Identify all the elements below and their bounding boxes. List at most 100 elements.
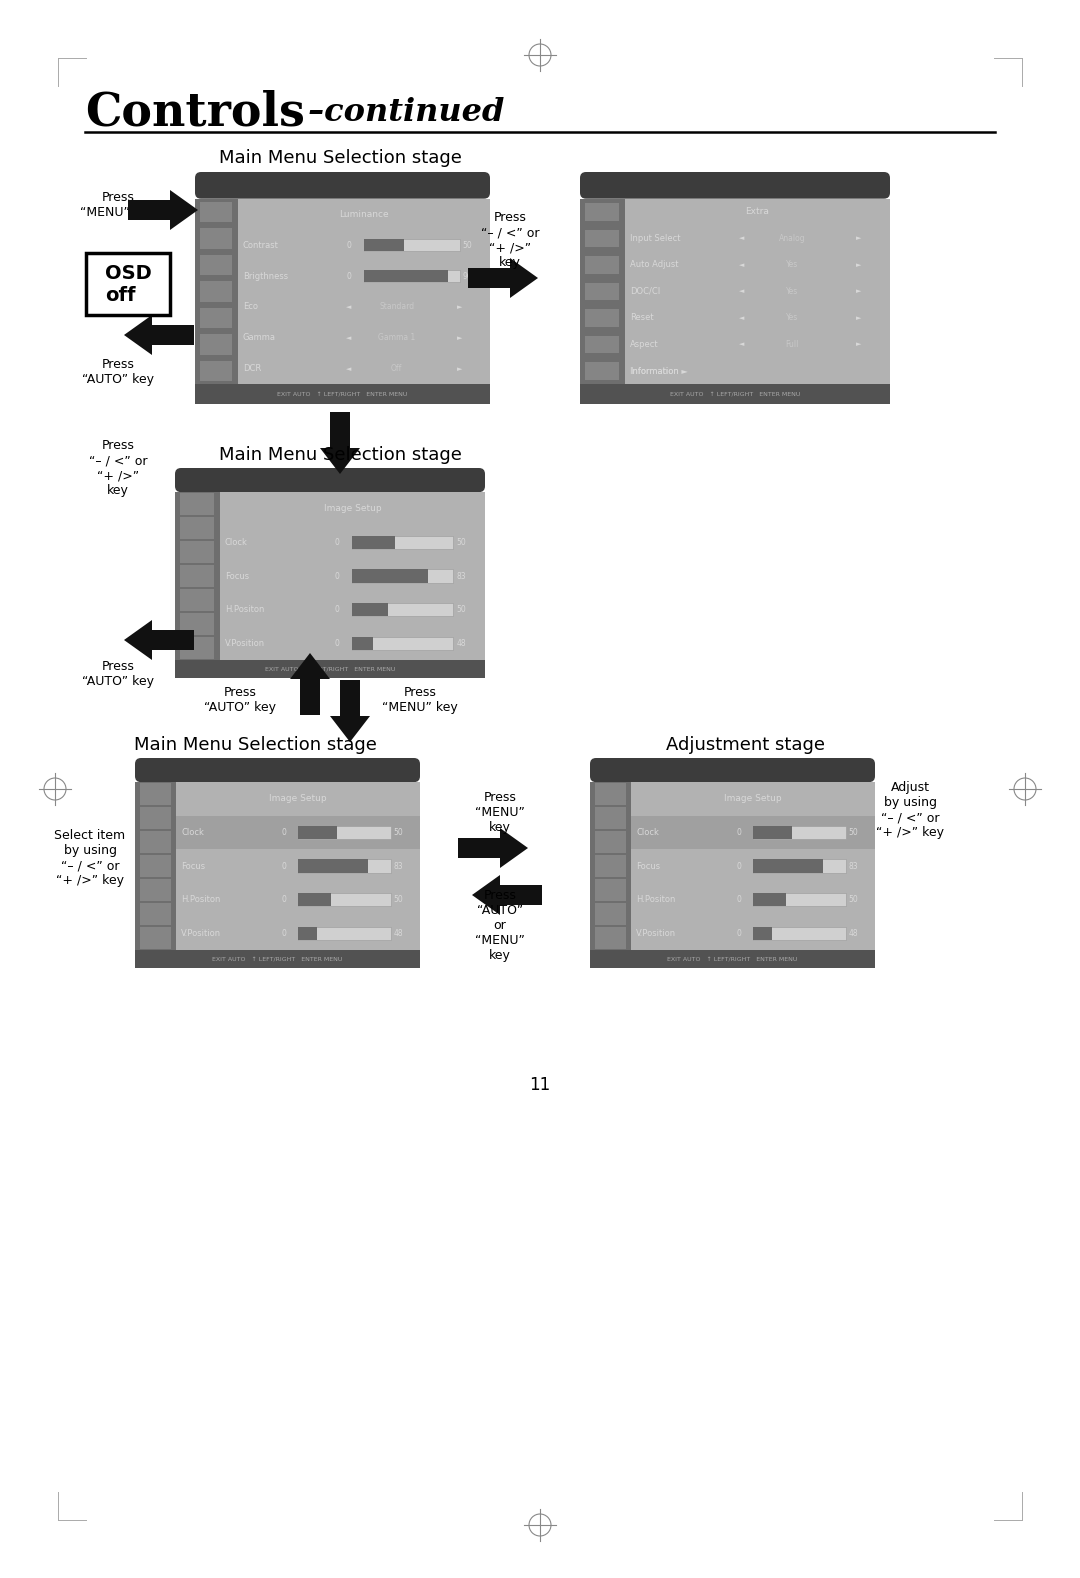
Text: EXIT AUTO   ↑ LEFT/RIGHT   ENTER MENU: EXIT AUTO ↑ LEFT/RIGHT ENTER MENU: [265, 666, 395, 672]
Bar: [200, 281, 232, 301]
Bar: [135, 950, 420, 967]
Text: EXIT AUTO   ↑ LEFT/RIGHT   ENTER MENU: EXIT AUTO ↑ LEFT/RIGHT ENTER MENU: [278, 391, 407, 396]
Bar: [180, 541, 214, 563]
Bar: [140, 783, 171, 805]
Bar: [195, 385, 490, 404]
Text: ►: ►: [457, 305, 462, 309]
Text: 0: 0: [737, 895, 741, 904]
FancyBboxPatch shape: [195, 172, 490, 199]
Bar: [175, 660, 485, 679]
Text: 0: 0: [281, 828, 286, 836]
Bar: [352, 603, 388, 617]
Text: ►: ►: [457, 366, 462, 372]
Bar: [580, 385, 890, 404]
Bar: [140, 855, 171, 877]
Bar: [595, 903, 626, 925]
Text: 0: 0: [334, 571, 339, 581]
Bar: [298, 825, 337, 839]
Text: DOC/CI: DOC/CI: [630, 287, 660, 297]
Text: Image Setup: Image Setup: [324, 505, 381, 513]
Bar: [585, 256, 619, 273]
Bar: [753, 825, 846, 839]
Bar: [238, 199, 490, 385]
Bar: [200, 308, 232, 328]
Bar: [595, 879, 626, 901]
Bar: [135, 783, 176, 950]
Text: Input Select: Input Select: [630, 234, 680, 243]
Text: Press
“– / <” or
“+ />”
key: Press “– / <” or “+ />” key: [89, 439, 147, 497]
Bar: [590, 783, 632, 950]
Polygon shape: [124, 620, 194, 660]
Bar: [352, 636, 373, 650]
Text: Reset: Reset: [630, 314, 653, 322]
Text: EXIT AUTO   ↑ LEFT/RIGHT   ENTER MENU: EXIT AUTO ↑ LEFT/RIGHT ENTER MENU: [213, 956, 342, 961]
Bar: [140, 903, 171, 925]
Bar: [180, 518, 214, 540]
FancyBboxPatch shape: [175, 469, 485, 492]
Bar: [352, 570, 428, 582]
Text: H.Positon: H.Positon: [181, 895, 220, 904]
Text: 0: 0: [737, 929, 741, 937]
Text: Focus: Focus: [181, 862, 205, 871]
Text: 0: 0: [347, 271, 351, 281]
Text: 50: 50: [849, 895, 859, 904]
Bar: [595, 783, 626, 805]
Text: V.Position: V.Position: [181, 929, 221, 937]
Text: ►: ►: [855, 262, 861, 268]
Text: Yes: Yes: [786, 260, 798, 270]
Text: ►: ►: [855, 235, 861, 241]
Text: H.Positon: H.Positon: [225, 606, 265, 614]
Bar: [200, 229, 232, 248]
Bar: [753, 893, 785, 906]
Text: Main Menu Selection stage: Main Menu Selection stage: [218, 447, 461, 464]
FancyBboxPatch shape: [580, 172, 890, 199]
Text: Press
“MENU”
key: Press “MENU” key: [475, 791, 525, 833]
Bar: [352, 537, 454, 549]
Bar: [753, 926, 772, 940]
Text: Luminance: Luminance: [339, 210, 389, 219]
Text: Eco: Eco: [243, 303, 258, 311]
Text: EXIT AUTO   ↑ LEFT/RIGHT   ENTER MENU: EXIT AUTO ↑ LEFT/RIGHT ENTER MENU: [667, 956, 798, 961]
Bar: [753, 825, 792, 839]
Text: Clock: Clock: [225, 538, 247, 548]
Bar: [632, 816, 875, 849]
Bar: [180, 565, 214, 587]
Bar: [352, 603, 454, 617]
Text: Focus: Focus: [225, 571, 249, 581]
Bar: [595, 928, 626, 948]
Text: ◄: ◄: [739, 262, 744, 268]
Text: ◄: ◄: [739, 316, 744, 320]
Bar: [585, 230, 619, 248]
Text: Press
“AUTO” key: Press “AUTO” key: [82, 358, 154, 387]
Text: Gamma: Gamma: [243, 333, 275, 342]
Bar: [352, 537, 395, 549]
Polygon shape: [472, 874, 542, 915]
Text: Clock: Clock: [636, 828, 659, 836]
Text: 11: 11: [529, 1076, 551, 1094]
Text: Press
“AUTO” key: Press “AUTO” key: [82, 660, 154, 688]
Text: Analog: Analog: [779, 234, 806, 243]
Text: Off: Off: [391, 365, 403, 374]
Text: V.Position: V.Position: [636, 929, 676, 937]
Text: 0: 0: [737, 862, 741, 871]
Bar: [632, 783, 875, 950]
Text: Press
“– / <” or
“+ />”
key: Press “– / <” or “+ />” key: [481, 211, 539, 268]
Bar: [298, 825, 391, 839]
Bar: [298, 926, 316, 940]
Text: 50: 50: [462, 240, 472, 249]
Text: 0: 0: [334, 538, 339, 548]
Text: Full: Full: [785, 339, 798, 349]
Text: 0: 0: [347, 240, 351, 249]
Bar: [176, 816, 420, 849]
Text: ►: ►: [855, 289, 861, 295]
Text: 0: 0: [334, 606, 339, 614]
Text: Press
“AUTO”
or
“MENU”
key: Press “AUTO” or “MENU” key: [475, 888, 525, 961]
Bar: [590, 950, 875, 967]
Bar: [200, 335, 232, 355]
Bar: [595, 832, 626, 854]
Text: Select item
by using
“– / <” or
“+ />” key: Select item by using “– / <” or “+ />” k…: [54, 828, 125, 887]
Text: 50: 50: [456, 606, 465, 614]
Text: Main Menu Selection stage: Main Menu Selection stage: [218, 148, 461, 167]
Text: ◄: ◄: [346, 366, 351, 372]
Bar: [585, 309, 619, 327]
